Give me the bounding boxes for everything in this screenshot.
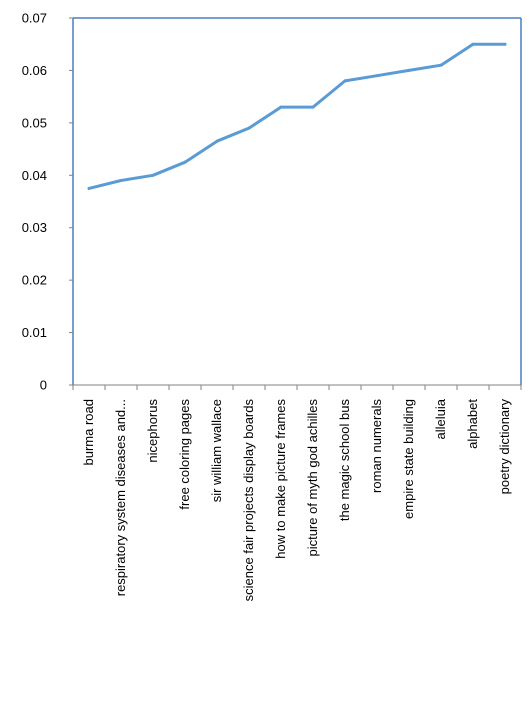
y-tick-label: 0.05 [22, 115, 47, 130]
data-point [407, 68, 411, 72]
data-point [343, 79, 347, 83]
series-line [87, 42, 507, 190]
data-point [151, 173, 155, 177]
x-category-label: burma road [81, 399, 96, 465]
x-category-label: roman numerals [369, 399, 384, 493]
y-tick-label: 0.07 [22, 11, 47, 26]
data-point [119, 179, 123, 183]
data-point [279, 105, 283, 109]
x-category-label: the magic school bus [337, 399, 352, 522]
x-category-label: free coloring pages [177, 399, 192, 510]
x-category-label: sir william wallace [209, 399, 224, 502]
data-point [375, 74, 379, 78]
x-category-label: empire state building [401, 399, 416, 519]
y-tick-label: 0.04 [22, 168, 47, 183]
x-axis: burma road respiratory system diseases an… [72, 384, 522, 602]
series-layer [87, 42, 507, 190]
data-point [439, 63, 443, 67]
x-category-label: respiratory system diseases and... [113, 399, 128, 596]
data-point [471, 42, 475, 46]
plot-area-frame [73, 17, 522, 385]
data-point [247, 126, 251, 130]
x-category-label: alphabet [465, 399, 480, 449]
x-category-label: picture of myth god achilles [305, 399, 320, 557]
x-category-label: nicephorus [145, 399, 160, 463]
data-point [183, 160, 187, 164]
y-tick-label: 0.03 [22, 220, 47, 235]
y-axis: 0 0.01 0.02 0.03 0.04 0.05 0.06 0.07 [22, 11, 74, 393]
x-category-label: alleluia [433, 398, 448, 439]
y-tick-label: 0 [40, 378, 47, 393]
x-category-label: poetry dictionary [497, 399, 512, 495]
y-tick-label: 0.06 [22, 63, 47, 78]
data-point [311, 105, 315, 109]
x-category-label: science fair projects display boards [241, 399, 256, 602]
x-category-label: how to make picture frames [273, 399, 288, 559]
y-tick-label: 0.02 [22, 273, 47, 288]
y-tick-label: 0.01 [22, 325, 47, 340]
data-point [215, 139, 219, 143]
data-point [87, 186, 91, 190]
data-point [503, 42, 507, 46]
